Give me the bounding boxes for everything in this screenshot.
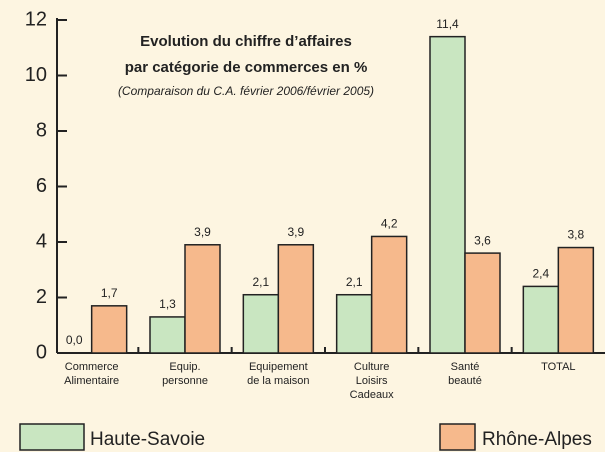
x-tick-label: Equipement de la maison — [247, 361, 309, 387]
bar — [429, 35, 466, 354]
y-tick-label: 4 — [36, 230, 47, 252]
value-label: 3,9 — [287, 225, 304, 239]
legend-swatch — [439, 423, 476, 451]
bar — [242, 293, 280, 354]
chart-subtitle: par catégorie de commerces en % — [125, 59, 368, 76]
value-label: 2,4 — [532, 267, 549, 281]
bar — [90, 305, 128, 354]
value-label: 1,7 — [101, 286, 118, 300]
x-tick-label: Commerce Alimentaire — [64, 361, 119, 387]
bar — [149, 316, 186, 354]
x-tick-label: Santé beauté — [448, 361, 482, 387]
y-tick-label: 8 — [36, 119, 47, 141]
y-tick-label: 2 — [36, 286, 47, 308]
bar — [335, 293, 373, 354]
bar — [464, 252, 501, 354]
x-tick-label: TOTAL — [541, 361, 575, 373]
bar — [184, 244, 221, 354]
bar — [522, 285, 560, 354]
y-tick-label: 10 — [25, 64, 47, 86]
legend-swatch — [19, 423, 85, 451]
value-label: 3,8 — [567, 228, 584, 242]
chart-title: Evolution du chiffre d’affaires — [140, 33, 352, 50]
legend-label: Rhône-Alpes — [482, 429, 592, 450]
bar — [557, 246, 595, 354]
value-label: 1,3 — [159, 297, 176, 311]
value-label: 2,1 — [346, 275, 363, 289]
annotation: (Comparaison du C.A. février 2006/févrie… — [118, 84, 374, 98]
y-tick-label: 6 — [36, 175, 47, 197]
y-tick-label: 0 — [36, 341, 47, 363]
value-label: 0,0 — [66, 333, 83, 347]
bar — [370, 235, 408, 354]
x-tick-label: Equip. personne — [162, 361, 208, 387]
value-label: 3,9 — [194, 225, 211, 239]
value-label: 11,4 — [436, 17, 459, 31]
value-label: 3,6 — [474, 233, 491, 247]
y-tick-label: 12 — [25, 8, 47, 30]
value-label: 4,2 — [381, 217, 398, 231]
x-tick-label: Culture Loisirs Cadeaux — [350, 361, 395, 401]
legend-label: Haute-Savoie — [90, 429, 205, 450]
value-label: 2,1 — [252, 275, 269, 289]
bar — [277, 244, 315, 354]
